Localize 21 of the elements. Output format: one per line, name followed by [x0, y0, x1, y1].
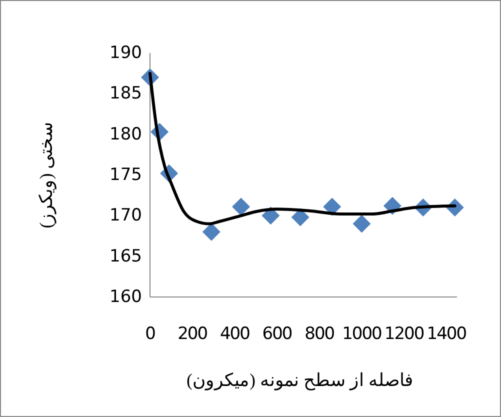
x-tick-label: 1200 [384, 324, 424, 344]
point [232, 198, 250, 216]
x-tick-label: 600 [262, 324, 292, 344]
point [323, 198, 342, 216]
y-tick-label: 160 [110, 287, 142, 307]
y-tick-label: 180 [110, 124, 142, 144]
y-tick-label: 185 [110, 84, 142, 104]
y-tick-label: 175 [110, 165, 142, 185]
point [202, 222, 220, 241]
x-tick-label: 1400 [426, 324, 466, 344]
x-axis-title: فاصله از سطح نمونه (میکرون) [186, 370, 414, 391]
y-tick-label: 170 [110, 206, 142, 226]
point [352, 214, 371, 233]
y-tick-label: 190 [110, 43, 142, 63]
x-tick-label: 0 [145, 324, 156, 344]
x-tick-label: 400 [220, 324, 250, 344]
y-axis-title: سختی (ویکرز) [36, 122, 57, 228]
x-tick-label: 200 [178, 324, 208, 344]
x-tick-label: 800 [304, 324, 334, 344]
y-tick-label: 165 [110, 246, 142, 266]
x-tick-label: 1000 [342, 324, 382, 344]
